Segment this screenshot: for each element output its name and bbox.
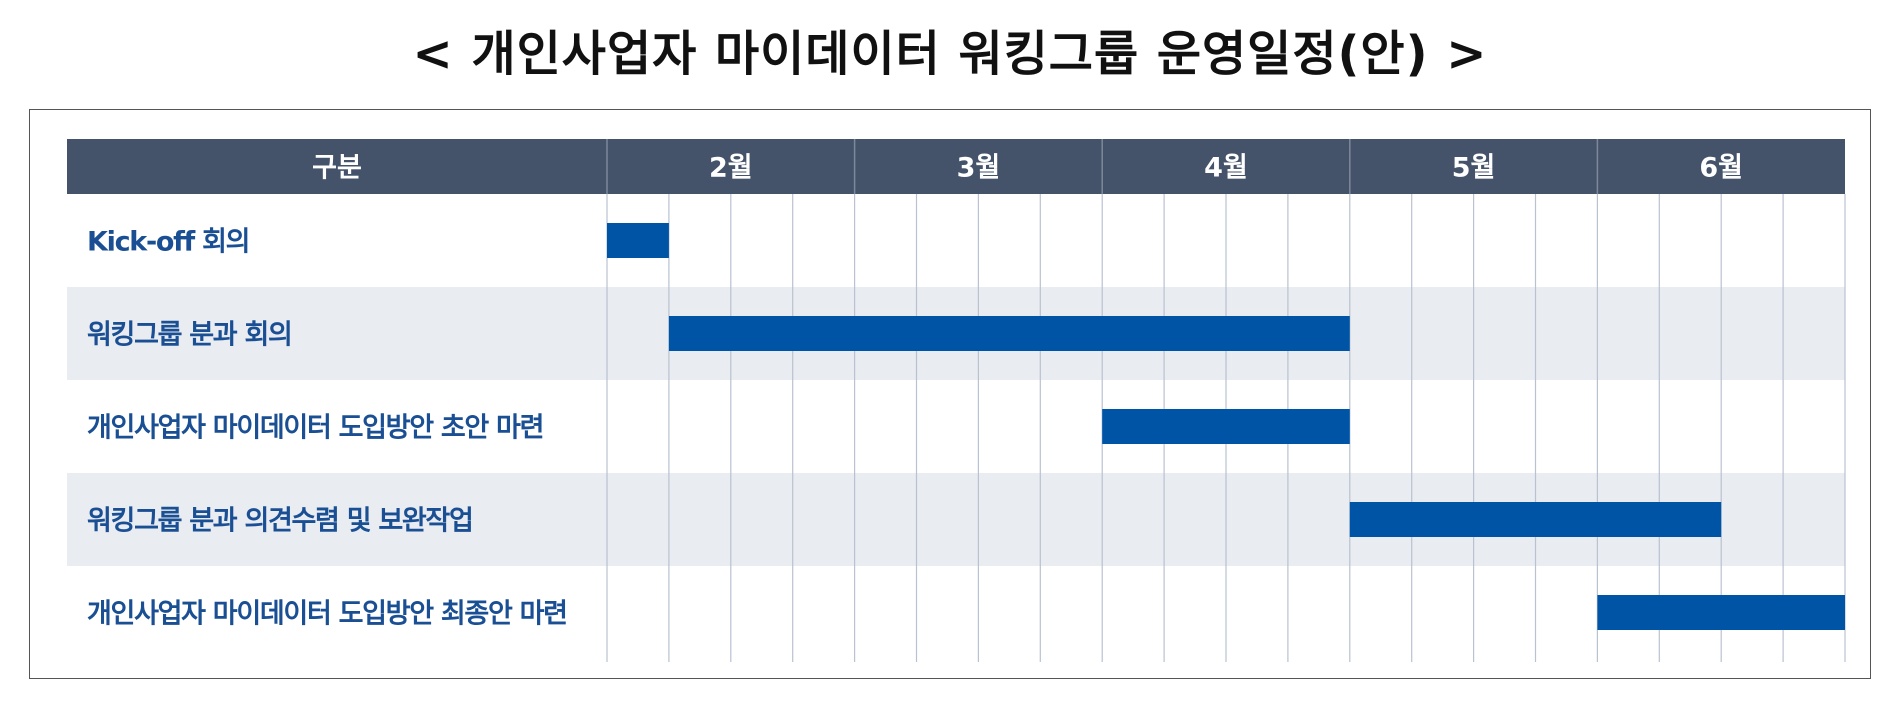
- month-label: 4월: [1204, 153, 1248, 184]
- month-label: 2월: [709, 153, 753, 184]
- task-label: 워킹그룹 분과 의견수렴 및 보완작업: [87, 506, 473, 537]
- task-bar: [668, 316, 1350, 351]
- header-category-label: 구분: [312, 153, 362, 184]
- page-title: < 개인사업자 마이데이터 워킹그룹 운영일정(안) >: [412, 26, 1488, 82]
- task-label: 개인사업자 마이데이터 도입방안 초안 마련: [87, 413, 543, 444]
- task-label: 워킹그룹 분과 회의: [87, 320, 292, 351]
- month-label: 6월: [1699, 153, 1743, 184]
- month-label: 3월: [957, 153, 1001, 184]
- task-bar: [1349, 502, 1722, 537]
- header-bar: [67, 139, 1845, 194]
- task-bar: [1102, 409, 1350, 444]
- month-label: 5월: [1452, 153, 1496, 184]
- task-label: 개인사업자 마이데이터 도입방안 최종안 마련: [87, 599, 567, 630]
- task-bar: [607, 223, 669, 258]
- task-label: Kick-off 회의: [87, 227, 249, 258]
- task-bar: [1597, 595, 1845, 630]
